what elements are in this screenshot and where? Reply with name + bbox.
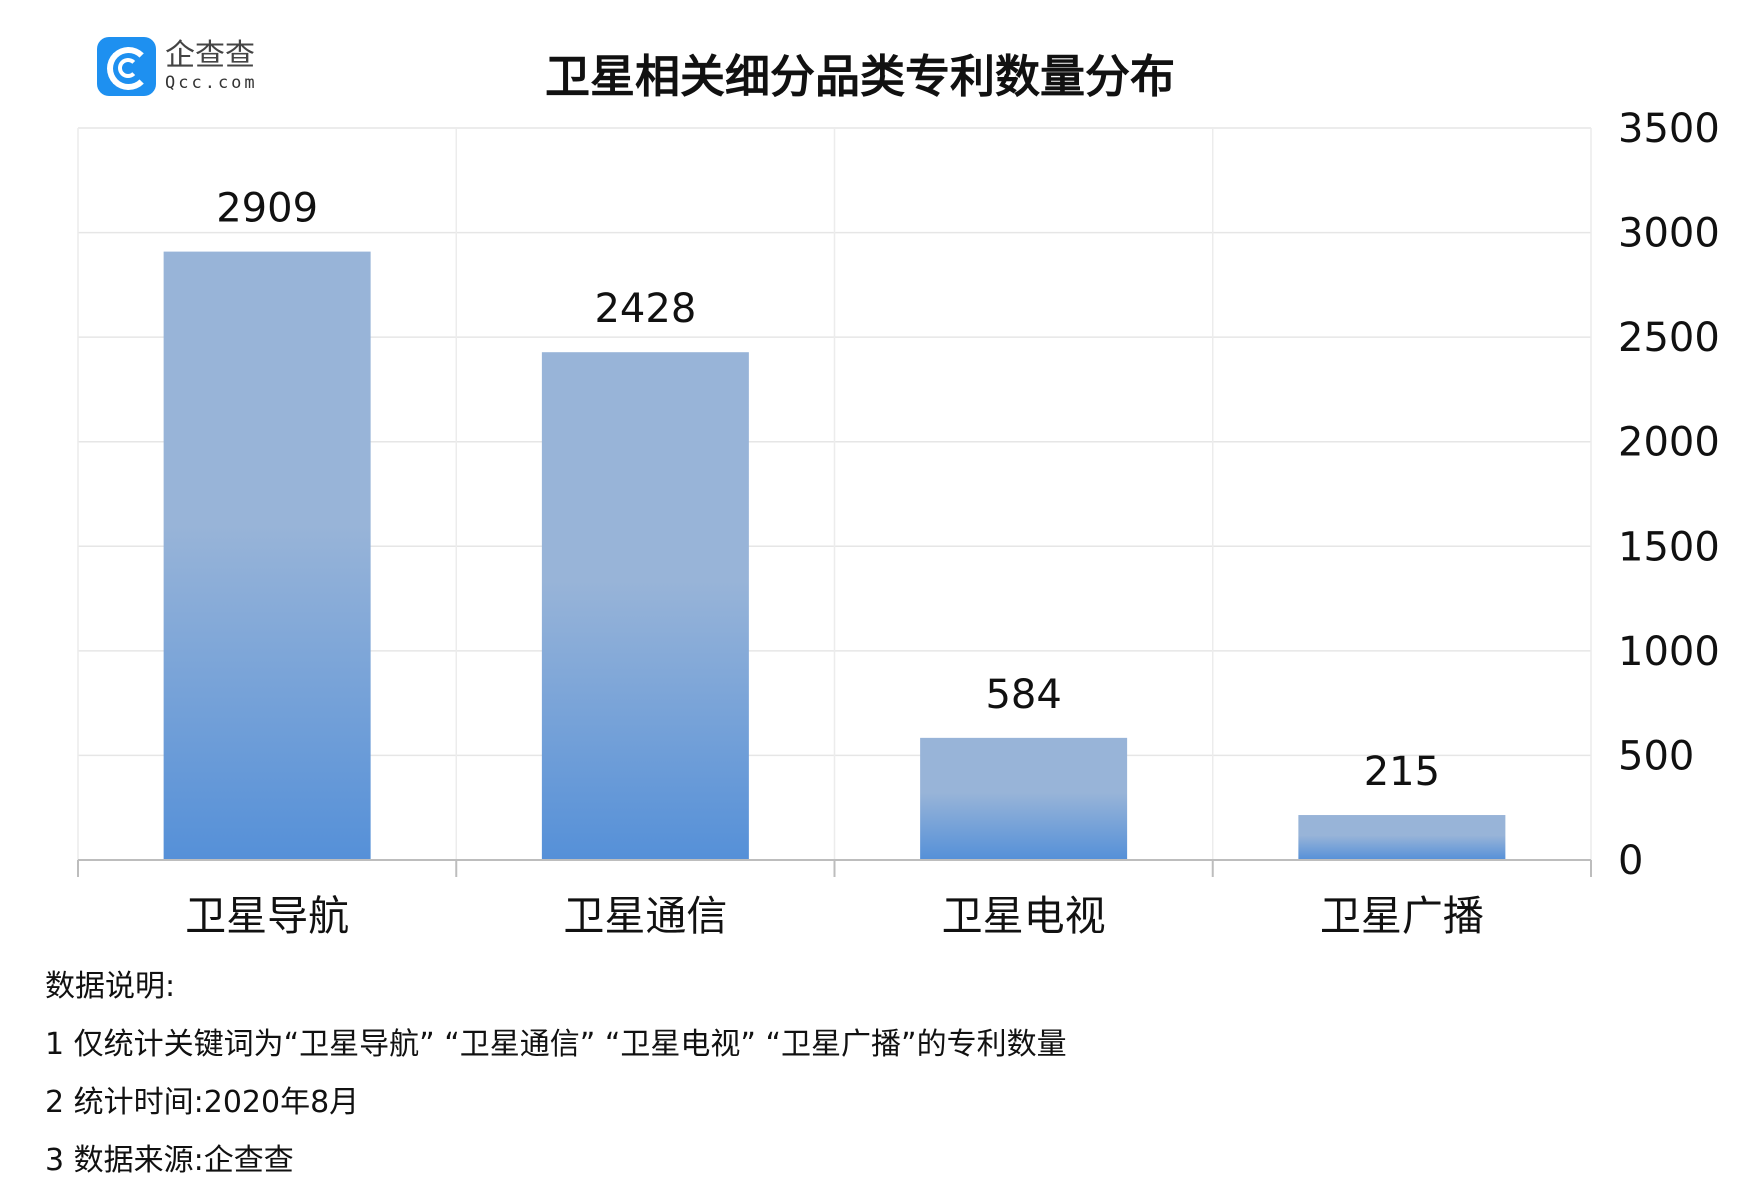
chart-title: 卫星相关细分品类专利数量分布 (544, 50, 1175, 103)
note-line: 1 仅统计关键词为“卫星导航” “卫星通信” “卫星电视” “卫星广播”的专利数… (45, 1027, 1067, 1062)
bar-卫星电视 (920, 737, 1128, 860)
data-label: 584 (985, 672, 1061, 718)
y-tick-label: 3500 (1618, 106, 1720, 152)
qcc-logo-icon (97, 37, 156, 96)
logo-cn-text: 企查查 (165, 38, 255, 73)
bar-卫星广播 (1298, 815, 1506, 860)
note-line: 2 统计时间:2020年8月 (45, 1085, 360, 1120)
bar-卫星导航 (163, 251, 371, 861)
bar-卫星通信 (541, 352, 749, 860)
x-category-label: 卫星通信 (563, 892, 727, 940)
notes-heading: 数据说明: (45, 969, 176, 1004)
data-label: 215 (1364, 749, 1440, 795)
x-category-label: 卫星广播 (1320, 892, 1484, 940)
y-tick-label: 1500 (1618, 524, 1720, 570)
y-tick-label: 3000 (1618, 211, 1720, 257)
y-tick-label: 0 (1618, 838, 1643, 884)
y-tick-label: 1000 (1618, 629, 1720, 675)
logo-en-text: Qcc.com (165, 73, 258, 93)
note-line: 3 数据来源:企查查 (45, 1143, 294, 1178)
y-tick-label: 2500 (1618, 315, 1720, 361)
qcc-logo: 企查查 Qcc.com (97, 37, 258, 96)
x-category-label: 卫星电视 (942, 892, 1106, 940)
y-tick-label: 500 (1618, 733, 1694, 779)
x-category-label: 卫星导航 (185, 892, 349, 940)
data-label: 2909 (216, 186, 318, 232)
data-label: 2428 (594, 286, 696, 332)
y-tick-label: 2000 (1618, 420, 1720, 466)
data-notes: 数据说明: 1 仅统计关键词为“卫星导航” “卫星通信” “卫星电视” “卫星广… (45, 958, 1067, 1190)
